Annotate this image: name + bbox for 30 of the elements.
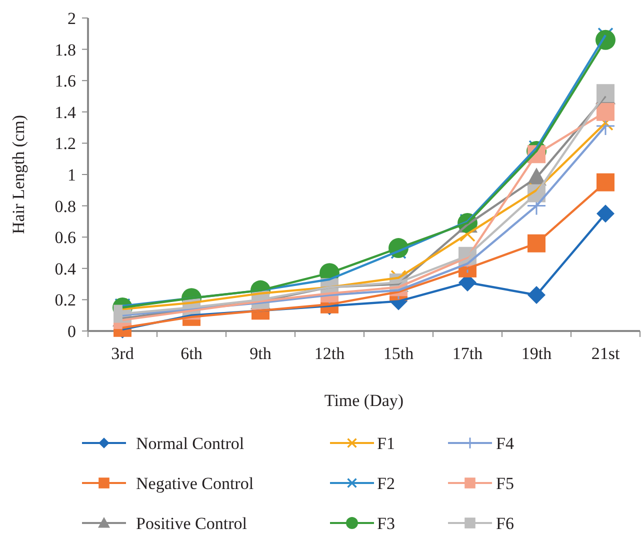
y-tick-label: 0.8: [54, 196, 76, 216]
y-tick-label: 2: [68, 8, 76, 28]
y-tick-label: 0.6: [54, 228, 76, 248]
x-tick-label: 3rd: [111, 344, 134, 363]
legend-label: F5: [496, 474, 514, 493]
legend-label: F6: [496, 514, 514, 533]
y-tick-label: 1.8: [54, 40, 76, 60]
y-tick-label: 1.2: [54, 134, 76, 154]
x-axis-title: Time (Day): [324, 391, 404, 410]
y-tick-label: 0.4: [54, 259, 76, 278]
y-tick-label: 0.2: [54, 290, 76, 310]
y-tick-label: 0: [68, 322, 76, 341]
x-tick-label: 6th: [180, 344, 203, 363]
x-tick-label: 15th: [383, 344, 414, 363]
y-tick-label: 1.4: [54, 102, 76, 122]
y-axis-title: Hair Length (cm): [9, 115, 28, 234]
legend-label: Positive Control: [136, 514, 248, 533]
legend-label: Negative Control: [136, 474, 254, 493]
x-tick-label: 21st: [591, 344, 620, 363]
x-tick-label: 12th: [314, 344, 346, 363]
x-tick-label: 19th: [521, 344, 552, 363]
y-tick-label: 1: [68, 165, 76, 184]
legend-label: F2: [377, 474, 395, 493]
legend-label: F4: [496, 434, 514, 453]
y-tick-label: 1.6: [54, 72, 76, 91]
legend-label: Normal Control: [136, 434, 244, 453]
x-tick-label: 9th: [250, 344, 272, 363]
x-tick-label: 17th: [452, 344, 484, 363]
legend-label: F3: [377, 514, 395, 533]
legend-label: F1: [377, 434, 395, 453]
